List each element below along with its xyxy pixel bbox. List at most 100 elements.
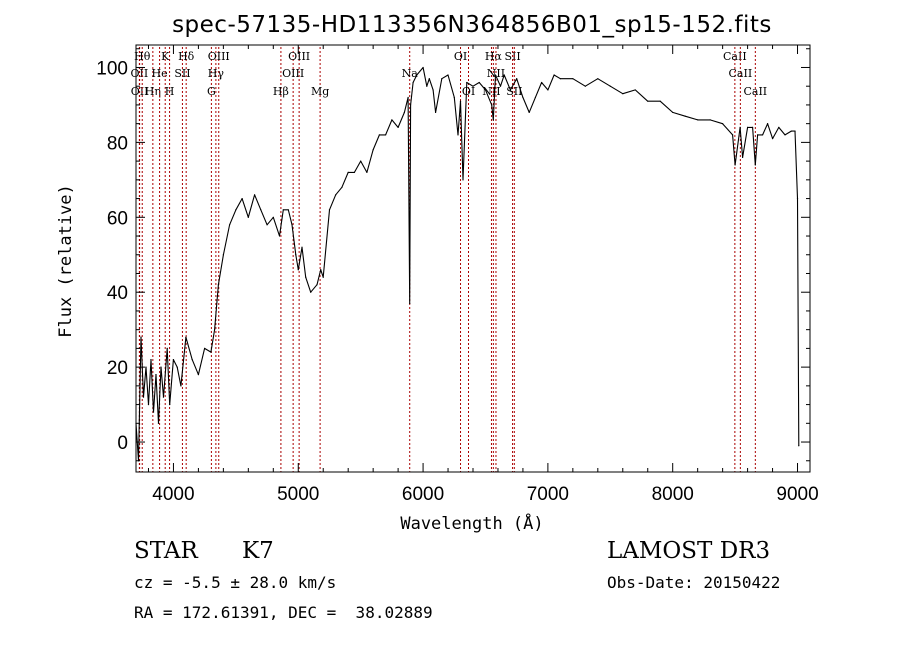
data-point <box>622 93 624 95</box>
data-point <box>210 351 212 353</box>
data-point <box>409 104 412 106</box>
data-point <box>310 291 312 293</box>
data-point <box>426 85 428 87</box>
data-point <box>492 119 494 121</box>
data-point <box>391 119 393 121</box>
data-point <box>150 359 152 361</box>
line-label-2: Hθ <box>134 50 151 63</box>
line-label-11: OIII <box>208 50 230 63</box>
data-point <box>722 123 724 125</box>
x-tick-label-3: 7000 <box>527 484 569 505</box>
plot-frame <box>135 44 811 473</box>
data-point <box>157 422 160 424</box>
emission-line-layer: OII OII Hθ Hη He K H SII Hδ G Hγ OIII Hβ OIII OIII Mg Na… <box>131 47 767 472</box>
data-point <box>609 85 611 87</box>
data-point <box>360 160 362 162</box>
data-point <box>385 134 387 136</box>
data-point <box>434 111 437 114</box>
line-label-20: Hα <box>485 50 503 63</box>
data-point <box>547 89 549 91</box>
data-point <box>214 329 216 331</box>
data-point <box>217 284 219 286</box>
line-label-8: Hδ <box>178 50 195 63</box>
data-point <box>441 78 443 80</box>
data-point <box>403 111 405 114</box>
chart-title: spec-57135-HD113356N364856B01_sp15-152.f… <box>172 12 772 38</box>
line-label-5: K <box>161 50 170 63</box>
data-point <box>428 78 430 80</box>
x-tick-label-0: 4000 <box>152 484 194 505</box>
x-tick-label-5: 9000 <box>776 484 818 505</box>
line-label-18: OI <box>462 85 475 98</box>
data-point <box>229 224 231 226</box>
survey-name: LAMOST DR3 <box>607 538 771 564</box>
y-tick-label-5: 100 <box>96 58 128 79</box>
y-axis-label: Flux (relative) <box>56 184 76 338</box>
data-point <box>509 89 512 91</box>
data-point <box>672 111 674 114</box>
data-point <box>761 134 764 136</box>
data-point <box>559 78 561 80</box>
data-point <box>372 149 374 151</box>
data-point <box>180 385 182 387</box>
line-label-4: He <box>152 67 168 80</box>
data-point <box>541 81 543 84</box>
data-point <box>272 216 274 218</box>
data-point <box>459 100 462 102</box>
data-point <box>528 111 530 114</box>
data-point <box>732 134 734 136</box>
data-point <box>572 78 574 80</box>
x-tick-label-2: 6000 <box>402 484 444 505</box>
data-point <box>397 126 399 129</box>
data-point <box>462 179 464 181</box>
y-tick-label-1: 20 <box>107 358 128 379</box>
data-point <box>742 156 744 158</box>
line-label-0: OII <box>131 67 149 80</box>
series-layer <box>135 66 800 462</box>
line-label-17: OI <box>454 50 467 63</box>
x-axis-label: Wavelength (Å) <box>400 512 543 534</box>
line-label-15: Mg <box>311 85 329 98</box>
data-point <box>204 347 206 349</box>
data-point <box>739 126 741 129</box>
y-tick-label-2: 40 <box>107 283 128 304</box>
data-point <box>778 126 780 129</box>
data-point <box>746 126 749 129</box>
data-point <box>253 194 256 196</box>
data-point <box>432 89 434 91</box>
data-point <box>794 130 796 132</box>
data-point <box>756 134 759 136</box>
data-point <box>597 78 599 80</box>
data-point <box>416 74 418 76</box>
y-tick-label-0: 0 <box>117 433 128 454</box>
redshift-info: cz = -5.5 ± 28.0 km/s <box>134 573 337 592</box>
data-point <box>162 396 165 398</box>
data-point <box>378 134 380 136</box>
data-point <box>751 126 754 129</box>
data-point <box>516 78 518 80</box>
line-label-3: Hη <box>145 85 161 98</box>
data-point <box>407 96 409 99</box>
data-point <box>185 336 187 338</box>
data-point <box>734 164 736 166</box>
data-point <box>503 74 505 76</box>
data-point <box>472 85 474 87</box>
line-label-12: Hβ <box>273 85 289 98</box>
data-point <box>697 119 699 121</box>
axes-layer: 4000 5000 6000 7000 8000 9000 0 20 40 60 80 100 <box>96 44 819 505</box>
data-point <box>152 411 155 413</box>
data-point <box>409 302 411 305</box>
data-point <box>316 284 318 286</box>
data-point <box>166 347 168 349</box>
line-label-24: CaII <box>723 50 747 63</box>
data-point <box>147 403 150 406</box>
data-point <box>796 197 799 200</box>
data-point <box>534 96 537 99</box>
y-tick-label-3: 60 <box>107 208 128 229</box>
data-point <box>353 171 356 173</box>
data-point <box>494 74 497 76</box>
data-point <box>766 123 769 125</box>
data-point <box>278 235 281 237</box>
data-point <box>499 85 502 87</box>
